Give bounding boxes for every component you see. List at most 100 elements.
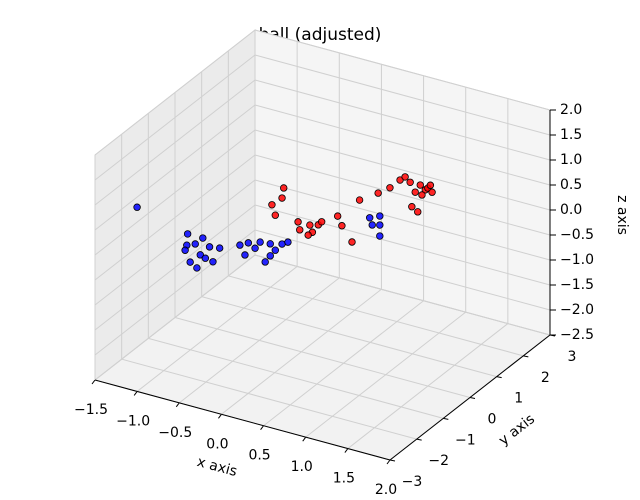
point bbox=[294, 218, 302, 226]
point bbox=[406, 178, 414, 186]
point bbox=[411, 188, 419, 196]
point bbox=[241, 251, 249, 259]
z-tick-label: −1.5 bbox=[560, 277, 594, 293]
point bbox=[183, 230, 192, 238]
point bbox=[304, 231, 312, 239]
tick-mark bbox=[443, 417, 449, 420]
x-tick-label: 2.0 bbox=[375, 482, 397, 498]
x-tick-label: 1.5 bbox=[333, 471, 355, 487]
point bbox=[348, 238, 356, 246]
grid-line bbox=[254, 104, 551, 186]
z-tick-label: −1.0 bbox=[560, 252, 594, 268]
grid-line bbox=[254, 229, 551, 311]
point bbox=[284, 238, 292, 246]
grid-line bbox=[254, 54, 551, 136]
grid-line bbox=[254, 79, 551, 161]
point bbox=[266, 240, 274, 248]
point bbox=[205, 243, 214, 251]
grid-line bbox=[94, 104, 256, 231]
grid-line bbox=[94, 179, 256, 306]
grid-line bbox=[254, 154, 551, 236]
y-axis-label: y axis bbox=[496, 411, 538, 449]
tick-mark bbox=[386, 459, 391, 465]
point bbox=[181, 246, 189, 254]
grid-line bbox=[254, 179, 551, 261]
point bbox=[199, 234, 207, 242]
tick-mark bbox=[389, 459, 396, 462]
z-axis-label: z axis bbox=[614, 195, 630, 235]
x-tick-label: −1.5 bbox=[74, 402, 108, 418]
y-tick-label: 2 bbox=[541, 370, 550, 386]
point bbox=[374, 189, 382, 197]
point bbox=[401, 173, 409, 181]
y-axis-line bbox=[389, 334, 551, 461]
point bbox=[368, 221, 376, 229]
grid-line bbox=[201, 296, 497, 378]
x-tick-label: 1.0 bbox=[291, 459, 313, 475]
point bbox=[338, 222, 346, 230]
y-tick-label: −2 bbox=[428, 453, 449, 469]
point bbox=[244, 239, 253, 247]
tick-mark bbox=[344, 448, 349, 453]
point bbox=[296, 226, 304, 234]
point bbox=[266, 252, 274, 260]
y-tick-label: −1 bbox=[455, 432, 476, 448]
point bbox=[261, 258, 269, 266]
point bbox=[278, 194, 286, 202]
point bbox=[271, 246, 279, 254]
z-tick-label: 1.5 bbox=[560, 127, 582, 143]
point bbox=[236, 241, 244, 249]
point bbox=[268, 201, 276, 209]
z-tick-label: 0.5 bbox=[560, 177, 582, 193]
point bbox=[215, 244, 224, 252]
grid-line bbox=[94, 54, 256, 181]
point bbox=[376, 232, 384, 240]
point bbox=[317, 218, 326, 226]
point bbox=[186, 258, 194, 266]
grid-line bbox=[148, 337, 444, 419]
tick-mark bbox=[218, 413, 222, 419]
grid-line bbox=[94, 204, 256, 331]
tick-mark bbox=[496, 376, 502, 379]
point bbox=[386, 184, 394, 192]
point bbox=[280, 184, 288, 192]
point bbox=[191, 240, 199, 248]
grid-line bbox=[254, 204, 551, 286]
z-tick-label: −0.5 bbox=[560, 227, 594, 243]
point bbox=[376, 212, 384, 220]
x-axis-line bbox=[94, 379, 391, 461]
tick-mark bbox=[523, 355, 529, 358]
x-tick-label: 0.0 bbox=[206, 436, 228, 452]
point bbox=[428, 188, 436, 196]
grid-line bbox=[174, 317, 471, 398]
grid-line bbox=[94, 79, 256, 206]
grid-line bbox=[121, 358, 417, 440]
point bbox=[418, 191, 426, 199]
grid-line bbox=[254, 29, 551, 111]
tick-mark bbox=[302, 436, 307, 442]
point bbox=[193, 264, 201, 272]
z-tick-label: −2.5 bbox=[560, 327, 594, 343]
point bbox=[426, 181, 435, 189]
grid-line bbox=[254, 254, 551, 336]
point bbox=[366, 214, 374, 222]
point bbox=[355, 196, 364, 204]
x-tick-label: 0.5 bbox=[248, 448, 270, 464]
x-tick-label: −0.5 bbox=[158, 425, 192, 441]
y-tick-label: 1 bbox=[514, 391, 523, 407]
point bbox=[256, 238, 264, 246]
tick-mark bbox=[416, 438, 422, 441]
point bbox=[251, 244, 259, 252]
y-tick-label: 0 bbox=[488, 412, 497, 428]
point bbox=[416, 181, 424, 189]
y-tick-label: −3 bbox=[402, 474, 423, 490]
y-tick-label: 3 bbox=[568, 349, 577, 365]
x-axis-label: x axis bbox=[195, 454, 239, 480]
tick-mark bbox=[133, 391, 138, 396]
point bbox=[133, 203, 141, 211]
point bbox=[271, 211, 279, 219]
tick-mark bbox=[91, 379, 96, 385]
grid-line bbox=[94, 29, 256, 156]
